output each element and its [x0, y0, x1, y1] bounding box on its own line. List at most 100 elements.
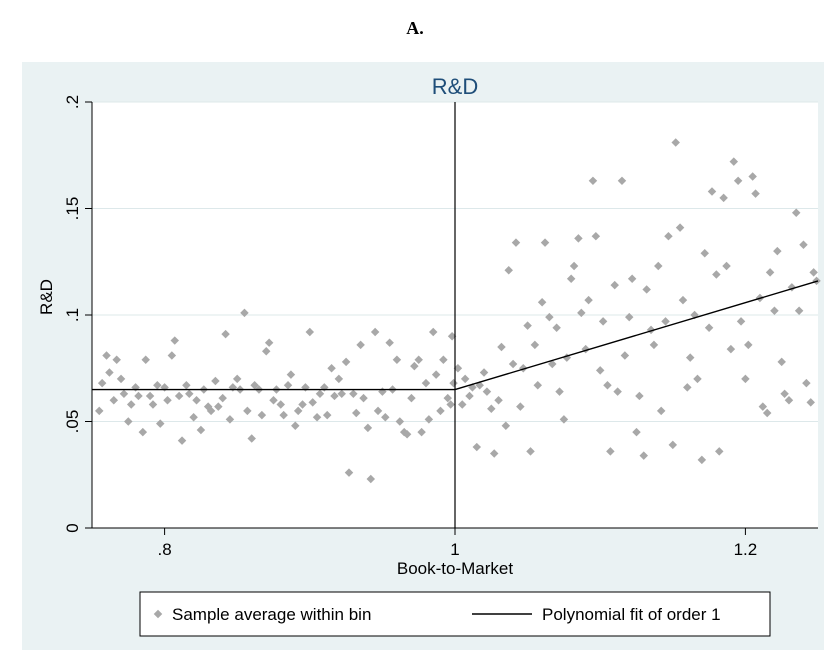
- legend-label-scatter: Sample average within bin: [172, 605, 371, 624]
- data-point: [363, 423, 373, 433]
- data-point: [250, 381, 259, 390]
- data-point: [138, 427, 148, 437]
- data-point: [802, 378, 811, 388]
- data-point: [407, 393, 416, 403]
- data-point: [97, 378, 107, 388]
- x-axis: .8 1 1.2: [92, 527, 818, 559]
- data-point: [606, 447, 615, 456]
- data-point: [762, 408, 772, 418]
- panel-label: A.: [406, 18, 424, 38]
- data-point: [174, 391, 184, 401]
- y-tick-label: .05: [63, 410, 82, 434]
- data-point: [417, 427, 426, 437]
- data-point: [487, 404, 496, 413]
- data-point: [642, 285, 651, 294]
- data-point: [170, 336, 180, 345]
- data-point: [741, 374, 750, 384]
- data-point: [308, 398, 317, 407]
- data-point: [414, 355, 423, 364]
- data-point: [344, 468, 354, 477]
- data-point: [465, 391, 474, 401]
- data-point: [349, 389, 358, 399]
- x-tick-label: .8: [158, 540, 172, 559]
- data-point: [334, 374, 344, 384]
- data-point: [545, 312, 554, 322]
- legend-label-fit: Polynomial fit of order 1: [542, 605, 721, 624]
- data-point: [458, 400, 467, 409]
- data-point: [141, 355, 150, 364]
- data-point: [439, 355, 448, 364]
- data-point: [395, 417, 405, 426]
- data-point: [501, 421, 511, 431]
- data-point: [124, 417, 133, 426]
- fit-lines: [92, 280, 819, 391]
- data-point: [196, 425, 206, 435]
- data-point: [620, 351, 630, 360]
- data-point: [516, 402, 525, 411]
- data-point: [726, 344, 736, 354]
- data-point: [431, 370, 441, 379]
- data-point: [537, 297, 547, 307]
- data-point: [381, 412, 390, 422]
- data-point: [330, 391, 339, 401]
- data-point: [385, 338, 394, 347]
- data-point: [780, 389, 789, 399]
- data-point: [366, 474, 376, 484]
- data-point: [494, 395, 503, 405]
- data-point: [279, 410, 288, 420]
- data-point: [744, 340, 753, 350]
- data-point: [758, 402, 768, 411]
- data-point: [189, 412, 198, 422]
- data-point: [153, 381, 162, 390]
- data-point: [214, 402, 223, 411]
- data-point: [446, 400, 455, 409]
- chart-title: R&D: [432, 74, 478, 99]
- data-point: [373, 406, 383, 416]
- data-point: [402, 430, 412, 439]
- data-point: [555, 387, 564, 396]
- data-point: [428, 327, 438, 337]
- data-point: [530, 340, 540, 350]
- data-point: [240, 308, 249, 318]
- data-point: [436, 406, 445, 416]
- data-point: [526, 447, 535, 456]
- data-point: [635, 391, 644, 401]
- data-point: [639, 451, 649, 460]
- data-point: [548, 359, 557, 369]
- data-point: [533, 381, 543, 390]
- legend: Sample average within bin Polynomial fit…: [139, 591, 771, 637]
- data-point: [352, 408, 361, 418]
- data-point: [177, 436, 187, 445]
- data-point: [449, 378, 458, 388]
- data-point: [632, 427, 641, 437]
- data-point: [315, 389, 325, 399]
- y-tick-label: 0: [63, 523, 82, 532]
- data-point: [293, 406, 303, 416]
- data-point: [504, 266, 513, 275]
- data-point: [134, 391, 143, 401]
- data-point: [482, 387, 492, 396]
- y-tick-label: .15: [63, 197, 82, 221]
- data-point: [337, 389, 346, 399]
- y-tick-label: .1: [63, 308, 82, 322]
- data-point: [392, 355, 402, 364]
- scatter-points: [95, 138, 821, 484]
- data-point: [479, 368, 489, 377]
- data-point: [163, 395, 172, 405]
- data-point: [286, 370, 296, 379]
- data-point: [410, 361, 419, 371]
- data-point: [156, 419, 165, 428]
- x-tick-label: 1.2: [734, 540, 758, 559]
- data-point: [715, 447, 724, 456]
- data-point: [322, 410, 332, 420]
- data-point: [211, 376, 220, 386]
- data-point: [145, 391, 155, 401]
- data-point: [598, 317, 608, 326]
- data-point: [603, 381, 612, 390]
- data-point: [341, 357, 351, 367]
- data-point: [649, 340, 659, 350]
- data-point: [243, 406, 252, 416]
- data-point: [283, 381, 293, 390]
- data-point: [656, 406, 666, 416]
- data-point: [693, 374, 702, 384]
